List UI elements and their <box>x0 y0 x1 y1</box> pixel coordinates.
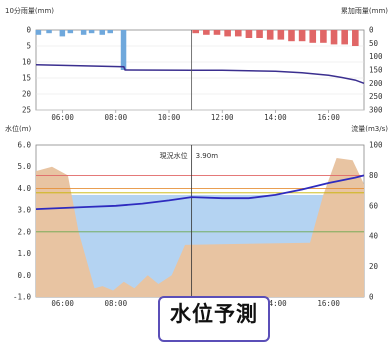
rain-bar <box>107 30 113 34</box>
level-xtick-label: 14:00 <box>264 299 287 308</box>
level-xtick-label: 08:00 <box>105 299 128 308</box>
rain-xtick-label: 08:00 <box>105 113 128 122</box>
forecast-rain-bar <box>203 30 210 35</box>
rain-bar <box>99 30 106 35</box>
rain-ylabel-right: 累加雨量(mm) <box>341 6 388 15</box>
water-level-line <box>35 174 365 210</box>
rain-bar <box>59 30 66 37</box>
rain-ytick-left: 0 <box>26 26 31 35</box>
forecast-rain-bar <box>213 30 221 35</box>
rain-xtick-label: 10:00 <box>158 113 181 122</box>
rain-ytick-right: 300 <box>369 106 383 115</box>
forecast-rain-bar <box>341 30 348 45</box>
forecast-badge-label: 水位予測 <box>170 302 258 326</box>
rain-bar <box>35 30 42 35</box>
rain-ytick-left: 15 <box>22 74 31 83</box>
rain-ytick-right: 250 <box>369 92 383 101</box>
rain-bar <box>120 30 127 70</box>
rain-ytick-left: 20 <box>22 90 32 99</box>
flow-ytick-right: 0 <box>369 293 374 302</box>
forecast-rain-bar <box>288 30 295 42</box>
rain-xtick-label: 06:00 <box>51 113 74 122</box>
rain-bar <box>88 30 95 34</box>
rain-ytick-right: 200 <box>369 79 383 88</box>
forecast-rain-bar <box>256 30 263 38</box>
forecast-badge[interactable]: 水位予測 <box>158 296 270 342</box>
cumulative-rain-line <box>35 63 365 85</box>
rain-ytick-left: 10 <box>22 58 32 67</box>
level-ytick-left: 5.0 <box>17 162 31 171</box>
forecast-rain-bar <box>330 30 338 45</box>
river-cross-section <box>36 158 364 297</box>
level-ytick-left: 1.0 <box>17 249 31 258</box>
rain-ytick-right: 0 <box>369 26 374 35</box>
forecast-rain-bar <box>245 30 253 38</box>
level-ylabel-left: 水位(m) <box>5 124 32 133</box>
forecast-rain-bar <box>224 30 231 37</box>
rain-bar <box>80 30 87 35</box>
flow-ytick-right: 100 <box>369 141 383 150</box>
rain-ytick-right: 100 <box>369 52 383 61</box>
flow-ytick-right: 40 <box>369 232 379 241</box>
rain-bar <box>46 30 52 34</box>
now-level-label: 現況水位 <box>160 151 188 160</box>
level-xtick-label: 16:00 <box>317 299 340 308</box>
forecast-rain-bar <box>234 30 242 37</box>
now-level-value: 3.90m <box>196 152 219 160</box>
rain-xtick-label: 12:00 <box>211 113 234 122</box>
flow-ytick-right: 60 <box>369 201 379 210</box>
forecast-rain-bar <box>352 30 359 46</box>
rain-xtick-label: 16:00 <box>317 113 340 122</box>
rain-bar <box>67 30 74 34</box>
flow-ytick-right: 20 <box>369 262 379 271</box>
forecast-rain-bar <box>320 30 327 43</box>
level-ytick-left: 6.0 <box>17 141 31 150</box>
rain-ytick-left: 25 <box>22 106 31 115</box>
forecast-rain-bar <box>309 30 317 43</box>
forecast-rain-bar <box>192 30 200 34</box>
rain-ylabel-left: 10分雨量(mm) <box>5 6 54 15</box>
forecast-rain-bar <box>277 30 285 40</box>
forecast-rain-bar <box>266 30 274 40</box>
forecast-rain-bar <box>298 30 306 42</box>
rain-xtick-label: 14:00 <box>264 113 287 122</box>
rain-ytick-left: 5 <box>26 42 31 51</box>
rain-ytick-right: 150 <box>369 66 383 75</box>
level-ylabel-right: 流量(m3/s) <box>351 124 388 133</box>
level-ytick-left: -1.0 <box>13 293 32 302</box>
level-ytick-left: 4.0 <box>17 184 31 193</box>
level-ytick-left: 0.0 <box>17 271 31 280</box>
flow-ytick-right: 80 <box>369 171 379 180</box>
rain-ytick-right: 50 <box>369 39 379 48</box>
level-ytick-left: 3.0 <box>17 206 31 215</box>
level-xtick-label: 06:00 <box>51 299 74 308</box>
level-ytick-left: 2.0 <box>17 227 31 236</box>
